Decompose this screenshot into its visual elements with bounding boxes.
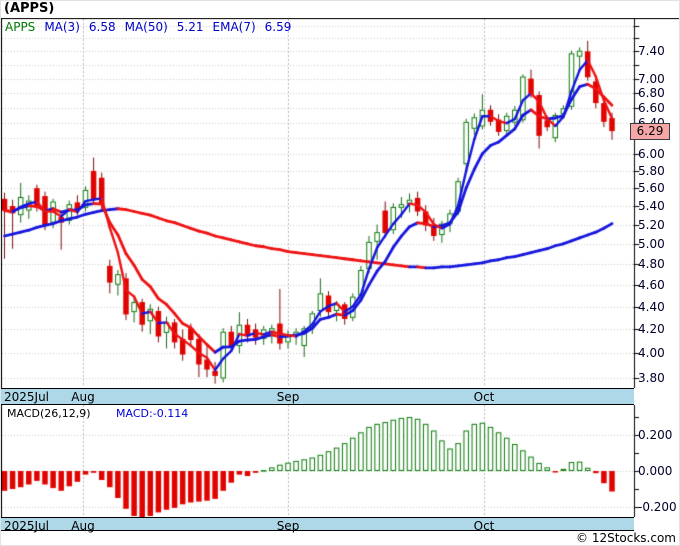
price-chart-canvas — [1, 18, 679, 388]
month-label: Aug — [71, 519, 95, 533]
date-axis-main: 2025Jul Aug Sep Oct — [1, 388, 634, 405]
macd-chart-canvas — [1, 405, 679, 517]
price-tick-label: 5.80 — [638, 163, 665, 178]
macd-tick-label: 0.200 — [638, 428, 673, 442]
price-tick-label: 4.60 — [638, 277, 665, 292]
legend-ema7-label: EMA(7) — [212, 20, 256, 34]
month-label: 2025Jul — [4, 519, 50, 533]
price-tick-label: 4.40 — [638, 299, 665, 314]
legend-ma3-value: 6.58 — [88, 20, 116, 34]
indicator-legend: APPS MA(3) 6.58 MA(50) 5.21 EMA(7) 6.59 — [5, 20, 291, 34]
legend-ma50-value: 5.21 — [176, 20, 204, 34]
price-tick-label: 4.20 — [638, 322, 665, 337]
price-tick-label: 7.00 — [638, 71, 665, 86]
date-axis-macd: 2025Jul Aug Sep Oct — [1, 517, 634, 533]
price-tick-label: 5.20 — [638, 217, 665, 232]
macd-header: MACD(26,12,9) MACD:-0.114 — [7, 407, 188, 420]
legend-ma50-label: MA(50) — [124, 20, 168, 34]
price-tick-label: 4.80 — [638, 256, 665, 271]
price-tick-label: 7.40 — [638, 44, 665, 59]
macd-current-value: MACD:-0.114 — [116, 407, 189, 420]
month-label: Sep — [276, 519, 300, 533]
month-label: 2025Jul — [4, 390, 50, 404]
price-tick-label: 6.80 — [638, 85, 665, 100]
legend-ma3-label: MA(3) — [44, 20, 80, 34]
price-tick-label: 5.00 — [638, 236, 665, 251]
symbol-title: (APPS) — [4, 1, 55, 16]
month-label: Oct — [473, 390, 495, 404]
price-tick-label: 5.40 — [638, 199, 665, 213]
legend-ema7-value: 6.59 — [264, 20, 292, 34]
month-label: Aug — [71, 390, 95, 404]
price-tick-label: 3.80 — [638, 371, 665, 386]
macd-tick-label: -0.200 — [638, 500, 677, 514]
price-tick-label: 6.00 — [638, 147, 665, 162]
price-tick-label: 5.60 — [638, 181, 665, 196]
macd-tick-label: 0.000 — [638, 464, 673, 478]
macd-params-label: MACD(26,12,9) — [7, 407, 91, 420]
price-tick-label: 4.00 — [638, 346, 665, 361]
month-label: Oct — [473, 519, 495, 533]
price-tick-label: 6.60 — [638, 100, 665, 115]
watermark-credit: © 12Stocks.com — [576, 531, 676, 545]
legend-symbol: APPS — [5, 20, 36, 34]
month-label: Sep — [276, 390, 300, 404]
last-price-badge: 6.29 — [630, 123, 670, 141]
